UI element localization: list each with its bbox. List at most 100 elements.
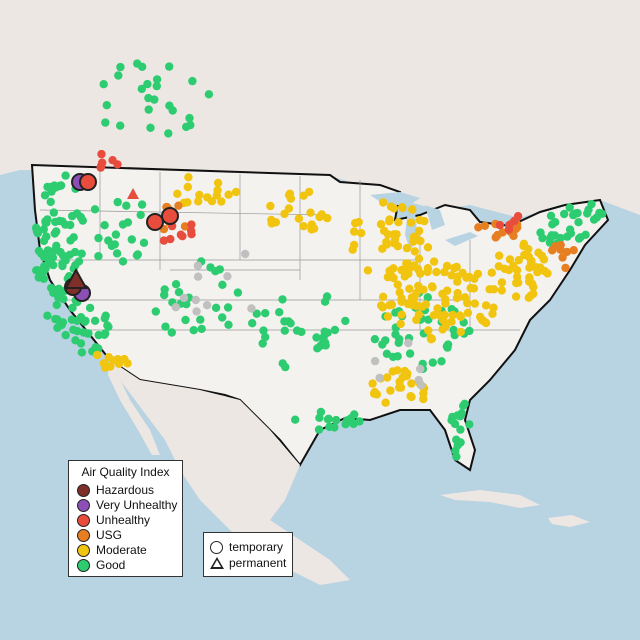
monitor-point [152, 75, 162, 84]
monitor-point [465, 326, 474, 336]
monitor-point [513, 223, 522, 232]
monitor-point [100, 314, 110, 323]
monitor-point [403, 261, 412, 270]
monitor-point [407, 392, 416, 402]
monitor-point [317, 210, 326, 219]
monitor-point [350, 410, 359, 419]
monitor-point [383, 230, 393, 239]
monitor-point [489, 285, 499, 294]
monitor-point [385, 217, 394, 226]
legend-label: temporary [229, 540, 284, 554]
monitor-point [99, 80, 108, 89]
monitor-point [350, 227, 359, 236]
lake-erie [445, 232, 478, 246]
monitor-point [111, 230, 121, 239]
legend-item-very-unhealthy: Very Unhealthy [77, 498, 177, 512]
monitor-point [39, 252, 49, 262]
monitor-point [463, 308, 473, 317]
monitor-point [355, 417, 364, 426]
monitor-point [40, 191, 50, 200]
monitor-point [320, 297, 330, 306]
monitor-point [456, 412, 465, 421]
monitor-point [569, 246, 578, 255]
monitor-point [171, 303, 180, 312]
monitor-point [458, 268, 467, 278]
monitor-point [81, 316, 90, 325]
monitor-point [396, 319, 405, 329]
unhealthy-swatch [77, 513, 90, 527]
monitor-point [393, 366, 402, 375]
monitor-point [421, 300, 431, 309]
baja-peninsula [108, 360, 160, 455]
monitor-point [193, 261, 203, 270]
monitor-point [284, 190, 294, 200]
monitor-point [113, 355, 123, 364]
monitor-point [137, 200, 147, 209]
monitor-point [54, 293, 63, 302]
monitor-point [280, 209, 289, 219]
monitor-point [291, 415, 300, 424]
monitor-point [280, 317, 289, 326]
monitor-point [414, 310, 424, 319]
monitor-point [402, 243, 412, 253]
legend-label: Good [96, 558, 126, 572]
monitor-point [410, 293, 419, 303]
monitor-point [428, 358, 437, 367]
monitor-point [166, 234, 175, 244]
monitor-point [203, 193, 212, 202]
monitor-point [94, 233, 103, 243]
legend-item-good: Good [77, 558, 125, 572]
monitor-point [213, 178, 223, 188]
monitor-point [511, 292, 521, 301]
monitor-point [266, 201, 275, 211]
monitor-point [312, 333, 321, 342]
monitor-point [370, 356, 380, 366]
legend-label: USG [96, 528, 123, 542]
monitor-point [204, 90, 214, 99]
monitor-point [101, 329, 110, 338]
monitor-point [357, 228, 366, 238]
monitor-point [297, 327, 306, 337]
hispaniola-island [548, 515, 590, 527]
monitor-point [548, 220, 557, 229]
monitor-point [470, 274, 479, 283]
monitor-point [69, 233, 78, 242]
monitor-point [443, 340, 453, 349]
legend-label: Hazardous [96, 483, 155, 497]
monitor-point [491, 233, 500, 242]
canada-landmass [0, 0, 640, 218]
monitor-point [429, 257, 439, 266]
monitor-point [61, 256, 70, 265]
monitor-point [299, 222, 308, 231]
lake-huron [425, 205, 445, 230]
monitor-point [159, 236, 169, 245]
monitor-point [31, 223, 41, 232]
monitor-point [574, 218, 583, 227]
monitor-point [414, 375, 423, 385]
triangle-icon [210, 557, 224, 569]
monitor-point [448, 310, 457, 320]
monitor-point [393, 352, 402, 361]
monitor-point [103, 321, 112, 330]
monitor-point [252, 309, 261, 318]
monitor-point [278, 295, 287, 304]
monitor-point [223, 272, 232, 281]
monitor-point [395, 288, 404, 297]
legend-label: permanent [229, 556, 287, 570]
monitor-point [217, 197, 226, 206]
monitor-point [441, 295, 450, 304]
monitor-point [531, 263, 540, 272]
monitor-point [275, 308, 284, 317]
monitor-point [304, 187, 314, 197]
circle-icon [210, 540, 223, 554]
monitor-point [211, 303, 221, 312]
monitor-point [378, 292, 388, 301]
monitor-point [379, 198, 388, 207]
monitor-point [424, 326, 433, 335]
monitor-point [174, 288, 184, 297]
monitor-point [202, 301, 212, 310]
monitor-point [416, 364, 425, 374]
monitor-point [189, 326, 198, 335]
monitor-point [259, 326, 268, 335]
